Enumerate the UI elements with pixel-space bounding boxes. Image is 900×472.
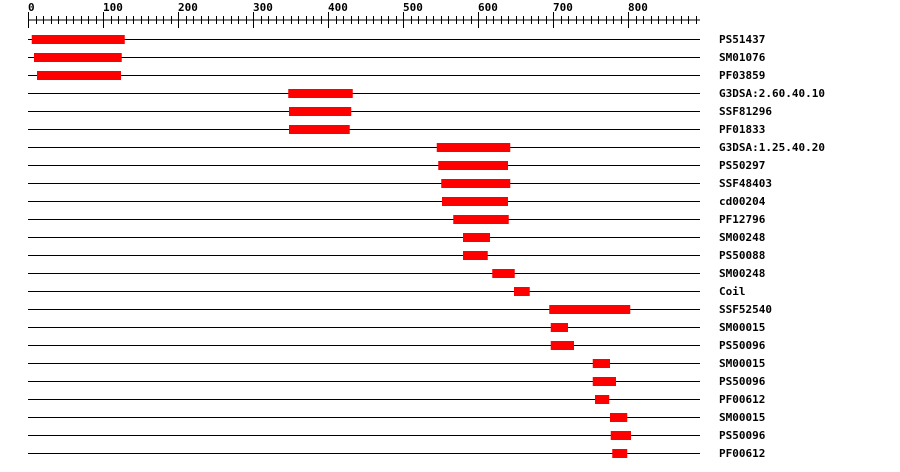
domain-label: G3DSA:1.25.40.20: [719, 141, 825, 154]
track-row: SM00248: [28, 267, 765, 280]
track-row: PF00612: [28, 393, 765, 406]
domain-bar[interactable]: [436, 143, 511, 152]
tick-label: 200: [178, 1, 198, 14]
track-row: SM00015: [28, 411, 765, 424]
domain-bar[interactable]: [610, 413, 628, 422]
track-row: PS51437: [28, 33, 765, 46]
domain-label: PF00612: [719, 393, 765, 406]
domain-label: PS50096: [719, 429, 766, 442]
domain-bar[interactable]: [592, 377, 616, 386]
domain-bar[interactable]: [550, 341, 574, 350]
domain-bar[interactable]: [612, 449, 628, 458]
domain-bar[interactable]: [550, 323, 568, 332]
domain-bar[interactable]: [37, 71, 121, 80]
domain-bar[interactable]: [442, 197, 508, 206]
track-row: SSF52540: [28, 303, 772, 316]
domain-bar[interactable]: [549, 305, 631, 314]
domain-label: Coil: [719, 285, 746, 298]
ruler-axis: 0 100 200 300 400 500 600 700 800: [28, 1, 700, 28]
domain-bar[interactable]: [514, 287, 530, 296]
tick-label: 700: [553, 1, 573, 14]
domain-bar[interactable]: [34, 53, 122, 62]
track-row: PF01833: [28, 123, 765, 136]
domain-label: PS51437: [719, 33, 765, 46]
track-row: PS50297: [28, 159, 765, 172]
domain-label: PF03859: [719, 69, 765, 82]
domain-bar[interactable]: [463, 251, 488, 260]
domain-bar[interactable]: [438, 161, 508, 170]
domain-label: SM00015: [719, 357, 765, 370]
track-row: SM00015: [28, 357, 765, 370]
domain-bar[interactable]: [453, 215, 509, 224]
track-row: G3DSA:2.60.40.10: [28, 87, 825, 100]
track-row: PS50096: [28, 339, 766, 352]
domain-label: SM00015: [719, 321, 765, 334]
tick-label: 0: [28, 1, 35, 14]
track-row: SSF81296: [28, 105, 772, 118]
domain-tracks: PS51437 SM01076 PF03859 G3DSA:2.60.40.10 SSF…: [28, 33, 825, 460]
tick-label: 600: [478, 1, 498, 14]
track-row: Coil: [28, 285, 746, 298]
domain-bar[interactable]: [288, 89, 353, 98]
domain-label: SM01076: [719, 51, 766, 64]
domain-label: PF00612: [719, 447, 765, 460]
track-row: PS50096: [28, 375, 766, 388]
domain-bar[interactable]: [610, 431, 631, 440]
tick-label: 500: [403, 1, 423, 14]
domain-bar[interactable]: [463, 233, 490, 242]
domain-label: G3DSA:2.60.40.10: [719, 87, 825, 100]
domain-bar[interactable]: [595, 395, 610, 404]
domain-bar[interactable]: [592, 359, 610, 368]
domain-label: SSF81296: [719, 105, 772, 118]
domain-label: SM00248: [719, 231, 765, 244]
track-row: cd00204: [28, 195, 766, 208]
track-row: SSF48403: [28, 177, 772, 190]
domain-bar[interactable]: [441, 179, 511, 188]
tick-label: 300: [253, 1, 273, 14]
domain-label: PF12796: [719, 213, 766, 226]
tick-label: 400: [328, 1, 348, 14]
domain-label: SSF48403: [719, 177, 772, 190]
tick-label: 100: [103, 1, 123, 14]
domain-label: PS50088: [719, 249, 765, 262]
domain-label: SSF52540: [719, 303, 772, 316]
domain-bar[interactable]: [492, 269, 515, 278]
domain-label: PS50096: [719, 375, 766, 388]
track-row: PF00612: [28, 447, 765, 460]
track-row: PS50096: [28, 429, 766, 442]
track-row: SM00015: [28, 321, 765, 334]
domain-bar[interactable]: [289, 125, 350, 134]
track-row: SM00248: [28, 231, 765, 244]
domain-label: SM00015: [719, 411, 765, 424]
domain-label: SM00248: [719, 267, 765, 280]
track-row: SM01076: [28, 51, 766, 64]
track-row: PS50088: [28, 249, 765, 262]
domain-label: PS50096: [719, 339, 766, 352]
domain-label: cd00204: [719, 195, 766, 208]
domain-label: PF01833: [719, 123, 765, 136]
tick-label: 800: [628, 1, 648, 14]
track-row: PF12796: [28, 213, 766, 226]
track-row: G3DSA:1.25.40.20: [28, 141, 825, 154]
domain-bar[interactable]: [31, 35, 125, 44]
domain-bar[interactable]: [289, 107, 352, 116]
track-row: PF03859: [28, 69, 765, 82]
domain-label: PS50297: [719, 159, 765, 172]
